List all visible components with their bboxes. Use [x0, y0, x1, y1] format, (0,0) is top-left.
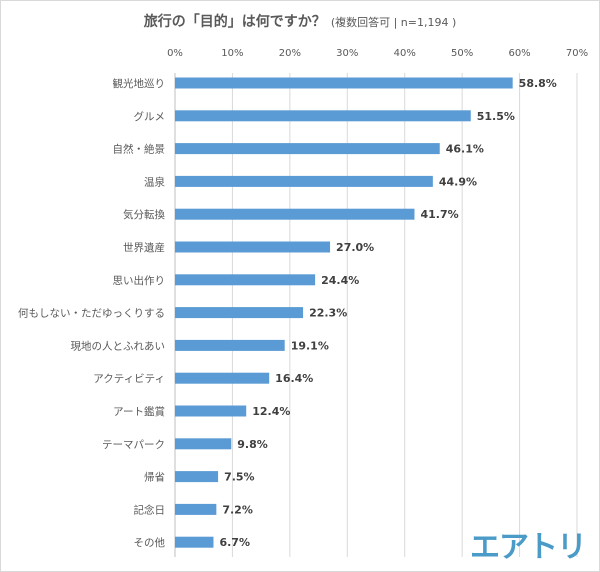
- x-tick-label: 40%: [394, 48, 416, 59]
- x-tick-label: 10%: [221, 48, 243, 59]
- category-label: 思い出作り: [113, 274, 166, 287]
- bar: [175, 438, 232, 450]
- title-main: 旅行の「目的」は何ですか？: [143, 14, 326, 30]
- bar: [175, 536, 214, 548]
- data-label: 22.3%: [309, 307, 347, 320]
- category-label: 世界遺産: [123, 241, 165, 254]
- bar: [175, 143, 440, 155]
- data-label: 24.4%: [321, 274, 359, 287]
- x-tick-label: 20%: [279, 48, 301, 59]
- data-label: 7.5%: [224, 471, 255, 484]
- data-label: 44.9%: [439, 175, 477, 188]
- category-label: 記念日: [134, 503, 166, 516]
- x-tick-label: 0%: [167, 48, 183, 59]
- x-tick-label: 60%: [508, 48, 530, 59]
- category-label: その他: [134, 536, 166, 549]
- data-label: 51.5%: [477, 110, 515, 123]
- bar: [175, 110, 471, 122]
- category-label: 観光地巡り: [113, 77, 166, 90]
- data-label: 9.8%: [237, 438, 268, 451]
- data-label: 16.4%: [275, 372, 313, 385]
- bar: [175, 471, 219, 483]
- category-label: アクティビティ: [93, 373, 165, 385]
- bar: [175, 405, 247, 417]
- bar: [175, 274, 316, 286]
- category-label: 自然・絶景: [113, 143, 166, 156]
- category-label: 現地の人とふれあい: [71, 339, 166, 352]
- data-label: 46.1%: [446, 143, 484, 156]
- x-tick-label: 70%: [566, 48, 588, 59]
- data-label: 7.2%: [222, 503, 253, 516]
- bar: [175, 372, 270, 384]
- bar: [175, 307, 304, 319]
- category-label: 温泉: [144, 175, 165, 188]
- category-label: 帰省: [144, 471, 165, 484]
- data-label: 19.1%: [291, 339, 329, 352]
- category-label: テーマパーク: [102, 439, 165, 451]
- x-tick-label: 30%: [336, 48, 358, 59]
- title-subtitle: (複数回答可 | n=1,194 ): [330, 16, 457, 29]
- data-label: 41.7%: [420, 208, 458, 221]
- x-tick-label: 50%: [451, 48, 473, 59]
- bar: [175, 208, 415, 220]
- bar: [175, 241, 331, 253]
- bar: [175, 175, 433, 187]
- category-label: グルメ: [134, 110, 166, 123]
- bar: [175, 77, 513, 89]
- airtrip-logo: エアトリ: [470, 530, 587, 565]
- category-label: 気分転換: [123, 208, 165, 221]
- data-label: 6.7%: [219, 536, 250, 549]
- data-label: 27.0%: [336, 241, 374, 254]
- data-label: 12.4%: [252, 405, 290, 418]
- bar: [175, 339, 285, 351]
- category-label: 何もしない・ただゆっくりする: [18, 307, 165, 320]
- category-label: アート鑑賞: [113, 405, 165, 418]
- bar: [175, 503, 217, 515]
- chart-title: 旅行の「目的」は何ですか？ (複数回答可 | n=1,194 ): [0, 11, 600, 31]
- data-label: 58.8%: [519, 77, 557, 90]
